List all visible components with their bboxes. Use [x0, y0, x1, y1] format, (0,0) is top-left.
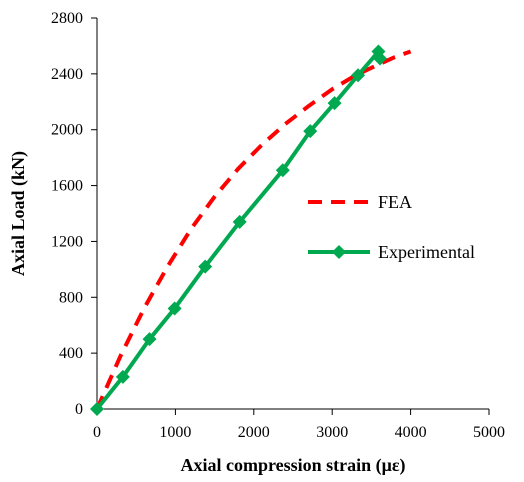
x-tick-label: 2000	[238, 424, 270, 441]
experimental-point	[115, 369, 130, 384]
x-axis-label: Axial compression strain (με)	[180, 455, 405, 476]
y-tick-label: 0	[75, 401, 83, 418]
experimental-point	[232, 214, 247, 229]
series-line-fea	[95, 49, 412, 410]
x-tick-label: 3000	[316, 424, 348, 441]
legend-marker-experimental	[332, 245, 346, 259]
legend: FEA Experimental	[308, 192, 475, 262]
experimental-point	[167, 301, 182, 316]
experimental-point	[142, 332, 157, 347]
y-tick-label: 800	[59, 289, 83, 306]
experimental-point	[303, 124, 318, 139]
y-tick-label: 2400	[51, 66, 83, 83]
axes	[96, 18, 489, 410]
legend-label-experimental: Experimental	[378, 242, 475, 262]
experimental-point	[373, 51, 388, 66]
y-tick-label: 1600	[51, 178, 83, 195]
experimental-point	[90, 402, 104, 416]
y-tick-label: 1200	[51, 233, 83, 250]
experimental-point	[351, 68, 366, 83]
y-ticks: 0 400 800 1200 1600 2000 2400 2800	[51, 10, 97, 418]
series-line-experimental	[95, 49, 382, 411]
experimental-point	[275, 163, 290, 178]
y-axis-label: Axial Load (kN)	[8, 151, 29, 276]
series	[90, 44, 412, 416]
x-tick-label: 0	[93, 424, 101, 441]
x-tick-label: 4000	[395, 424, 427, 441]
x-tick-label: 1000	[159, 424, 191, 441]
legend-label-fea: FEA	[378, 192, 412, 212]
experimental-point	[327, 96, 342, 111]
y-tick-label: 2000	[51, 122, 83, 139]
y-tick-label: 400	[59, 345, 83, 362]
y-tick-label: 2800	[51, 10, 83, 27]
experimental-point	[198, 259, 213, 274]
x-ticks: 0 1000 2000 3000 4000 5000	[93, 409, 505, 441]
x-tick-label: 5000	[473, 424, 505, 441]
